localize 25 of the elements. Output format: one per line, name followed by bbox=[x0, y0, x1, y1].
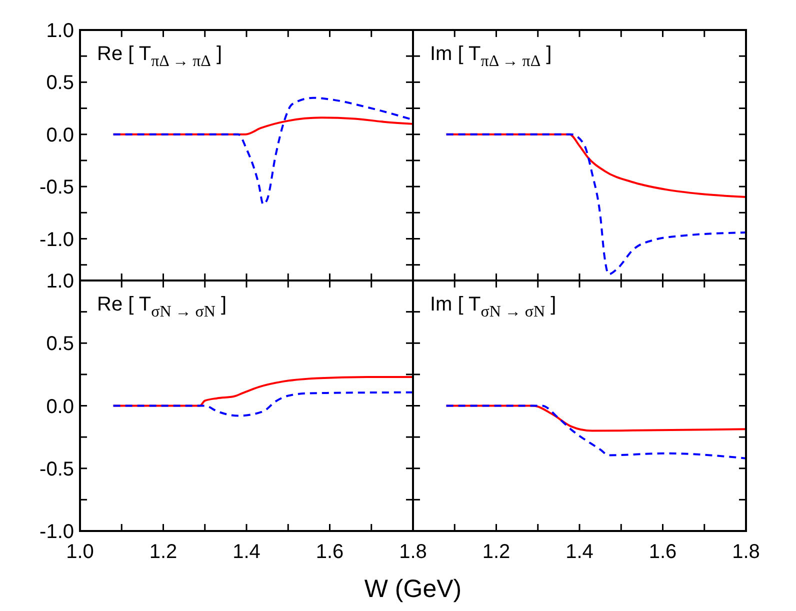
x-tick-label: 1.2 bbox=[482, 541, 510, 563]
line-series bbox=[112, 391, 414, 417]
y-tick-label: -1.0 bbox=[40, 521, 74, 543]
text: Re [ T$_{σN → σN}$ ] bbox=[97, 294, 227, 320]
text: Im [ T$_{σN → σN}$ ] bbox=[430, 294, 556, 320]
x-tick-label: 1.8 bbox=[732, 541, 760, 563]
x-tick-label: 1.0 bbox=[66, 541, 94, 563]
y-tick-label: 1.0 bbox=[46, 270, 74, 292]
text: Re [ T$_{πΔ → πΔ}$ ] bbox=[97, 43, 222, 70]
x-tick-label: 1.8 bbox=[399, 541, 427, 563]
x-tick-label: 1.6 bbox=[316, 541, 344, 563]
x-tick-label: 1.4 bbox=[232, 541, 260, 563]
y-tick-label: -0.5 bbox=[40, 458, 74, 480]
y-tick-label: 0.5 bbox=[46, 333, 74, 356]
y-tick-label: 0.0 bbox=[46, 396, 74, 418]
x-tick-label: 1.6 bbox=[648, 541, 677, 563]
y-tick-label: 0.0 bbox=[46, 124, 74, 146]
text: Im [ T$_{πΔ → πΔ}$ ] bbox=[430, 43, 552, 70]
y-tick-label: 0.5 bbox=[46, 72, 74, 94]
y-tick-label: -0.5 bbox=[40, 176, 74, 199]
x-axis-title: W (GeV) bbox=[364, 575, 462, 603]
y-tick-label: 1.0 bbox=[46, 20, 74, 42]
x-tick-label: 1.4 bbox=[566, 541, 594, 563]
y-tick-label: -1.0 bbox=[40, 228, 74, 251]
x-tick-label: 1.2 bbox=[149, 541, 178, 563]
